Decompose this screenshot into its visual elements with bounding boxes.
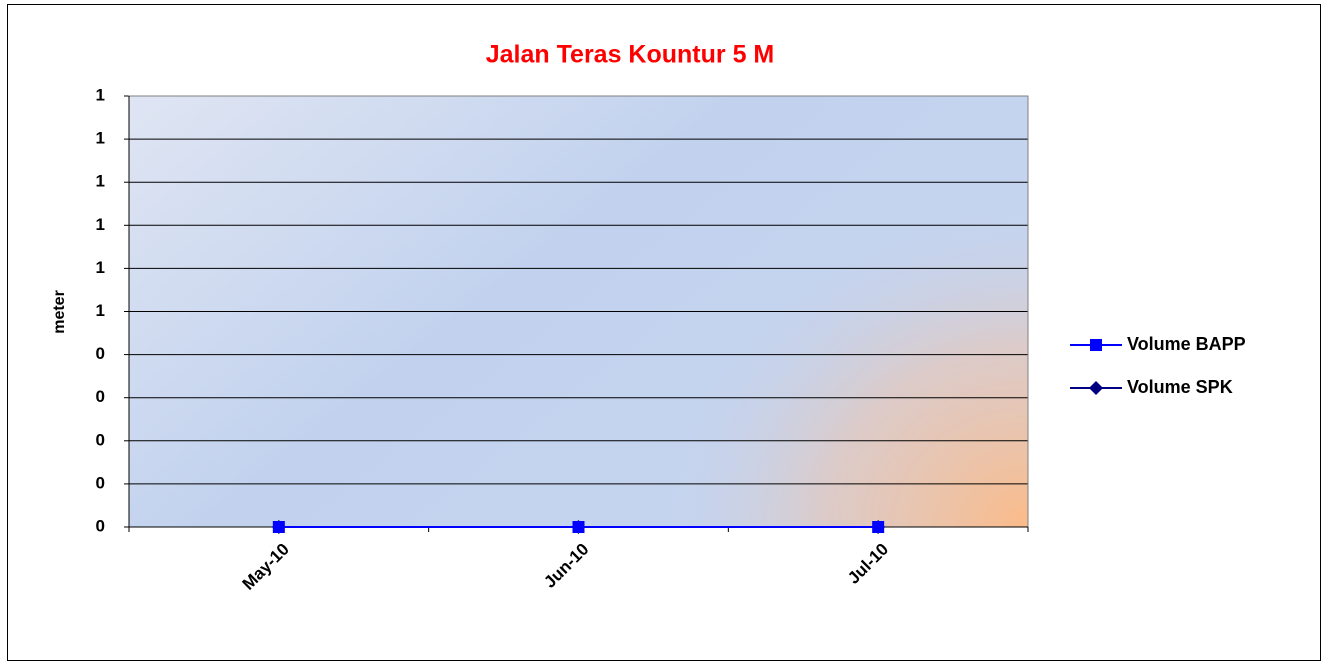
data-point	[872, 521, 885, 533]
y-tick-label: 1	[96, 85, 105, 104]
legend-label: Volume SPK	[1127, 377, 1233, 397]
y-tick-label: 1	[96, 301, 105, 320]
y-tick-label: 1	[96, 258, 105, 277]
y-tick-label: 0	[96, 387, 105, 406]
y-tick-label: 0	[96, 473, 105, 492]
y-tick-label: 1	[96, 215, 105, 234]
y-tick-label: 1	[96, 129, 105, 148]
y-tick-label: 0	[96, 344, 105, 363]
y-tick-label: 0	[96, 516, 105, 535]
y-tick-label: 0	[96, 430, 105, 449]
legend-marker	[1090, 339, 1102, 351]
chart-title: Jalan Teras Kountur 5 M	[486, 41, 775, 69]
data-point	[572, 521, 585, 533]
y-axis-label: meter	[51, 290, 68, 334]
data-point	[272, 521, 285, 533]
legend-marker	[1089, 381, 1103, 395]
legend-label: Volume BAPP	[1127, 334, 1246, 354]
y-tick-label: 1	[96, 172, 105, 191]
